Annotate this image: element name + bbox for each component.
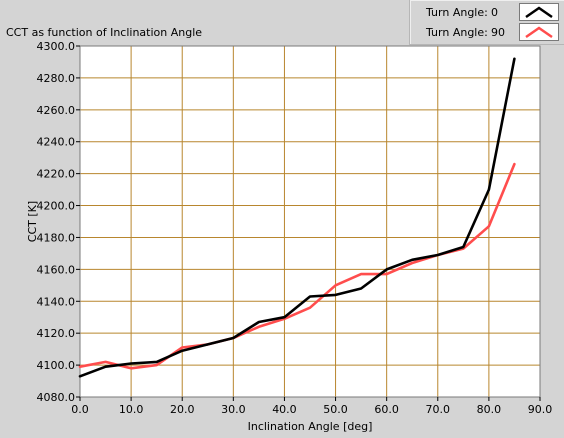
y-tick-label: 4260.0 (37, 104, 76, 117)
legend-item-value: 90 (491, 26, 505, 39)
x-tick-label: 60.0 (374, 403, 399, 416)
legend-item-label: Turn Angle: (426, 6, 488, 19)
x-axis-label: Inclination Angle [deg] (248, 420, 373, 433)
y-tick-label: 4300.0 (37, 40, 76, 53)
y-tick-label: 4220.0 (37, 168, 76, 181)
y-tick-label: 4120.0 (37, 327, 76, 340)
legend-swatch-icon[interactable] (519, 23, 559, 41)
legend-item-value: 0 (491, 6, 498, 19)
x-tick-label: 0.0 (71, 403, 89, 416)
y-tick-label: 4100.0 (37, 359, 76, 372)
grid-lines (79, 45, 541, 398)
y-tick-label: 4140.0 (37, 295, 76, 308)
x-tick-label: 80.0 (477, 403, 502, 416)
chart-title: CCT as function of Inclination Angle (6, 26, 203, 39)
y-tick-label: 4080.0 (37, 391, 76, 404)
y-axis-label: CCT [K] (26, 201, 39, 242)
x-tick-label: 20.0 (170, 403, 195, 416)
y-tick-label: 4160.0 (37, 263, 76, 276)
y-tick-label: 4280.0 (37, 72, 76, 85)
legend-item-turn-angle-0[interactable]: Turn Angle: 0 (410, 2, 564, 22)
plot-area (80, 46, 540, 397)
x-axis-ticks: 0.0 10.0 20.0 30.0 40.0 50.0 60.0 70.0 80.0 90.0 (71, 397, 552, 416)
series-lines (78, 57, 516, 378)
x-tick-label: 40.0 (272, 403, 297, 416)
x-tick-label: 10.0 (119, 403, 144, 416)
legend-swatch-icon[interactable] (519, 3, 559, 21)
plot-legend: Turn Angle: 0 Turn Angle: 90 (409, 0, 564, 45)
legend-item-label: Turn Angle: (426, 26, 488, 39)
x-tick-label: 90.0 (528, 403, 553, 416)
y-tick-label: 4240.0 (37, 136, 76, 149)
plot-frame (79, 45, 541, 398)
x-tick-label: 70.0 (426, 403, 451, 416)
x-tick-label: 50.0 (323, 403, 348, 416)
y-axis-ticks: 4080.0 4100.0 4120.0 4140.0 4160.0 4180.0 4200… (37, 40, 80, 404)
x-tick-label: 30.0 (221, 403, 246, 416)
legend-item-turn-angle-90[interactable]: Turn Angle: 90 (410, 22, 564, 42)
y-tick-label: 4180.0 (37, 231, 76, 244)
y-tick-label: 4200.0 (37, 200, 76, 213)
series-line (78, 57, 516, 378)
